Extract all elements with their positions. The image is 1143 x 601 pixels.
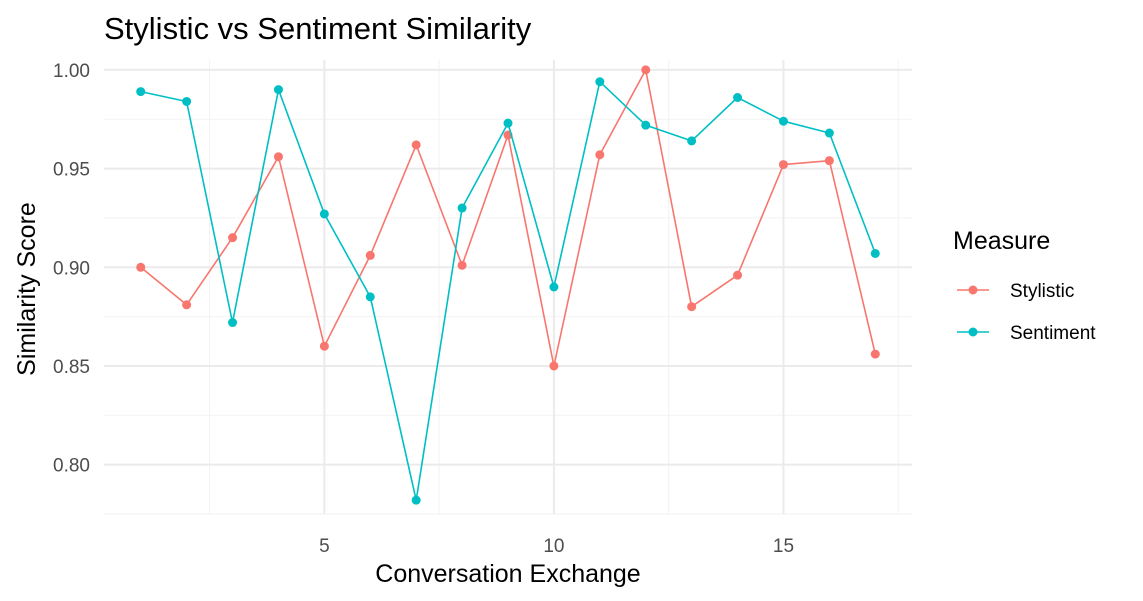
stylistic-data-point (319, 341, 329, 351)
stylistic-data-point (641, 65, 651, 75)
sentiment-series-line (140, 80, 877, 502)
sentiment-data-point (319, 209, 329, 219)
sentiment-data-point (503, 118, 513, 128)
sentiment-data-point (595, 77, 605, 87)
y-tick-label: 0.85 (53, 357, 90, 378)
sentiment-data-point (870, 248, 880, 258)
series-layer (136, 65, 880, 505)
stylistic-legend-marker (968, 285, 978, 295)
major-gridlines (104, 60, 912, 514)
sentiment-data-point (182, 96, 192, 106)
x-tick-label: 5 (319, 536, 330, 557)
y-tick-label: 0.95 (53, 160, 90, 181)
stylistic-data-point (687, 302, 697, 312)
sentiment-data-point (136, 87, 146, 97)
sentiment-legend-marker (968, 327, 978, 337)
y-axis-title: Similarity Score (13, 202, 41, 376)
sentiment-data-point (778, 116, 788, 126)
stylistic-data-point (549, 361, 559, 371)
stylistic-data-point (182, 300, 192, 310)
stylistic-data-point (411, 140, 421, 150)
stylistic-data-point (595, 150, 605, 160)
y-tick-label: 0.80 (53, 456, 90, 477)
stylistic-data-point (778, 160, 788, 170)
sentiment-data-point (641, 120, 651, 130)
sentiment-data-point (733, 93, 743, 103)
stylistic-data-point (870, 349, 880, 359)
stylistic-legend-label: Stylistic (1010, 281, 1074, 302)
sentiment-data-point (273, 85, 283, 95)
stylistic-data-point (136, 262, 146, 272)
y-tick-label: 0.90 (53, 258, 90, 279)
sentiment-data-point (457, 203, 467, 213)
x-tick-label: 15 (773, 536, 794, 557)
y-tick-label: 1.00 (53, 61, 90, 82)
sentiment-legend-label: Sentiment (1010, 323, 1096, 344)
x-tick-label: 10 (543, 536, 564, 557)
legend: Measure Stylistic Sentiment (953, 227, 1096, 344)
stylistic-data-point (365, 250, 375, 260)
legend-items: Stylistic Sentiment (957, 281, 1096, 344)
stylistic-data-point (273, 152, 283, 162)
sentiment-data-point (365, 292, 375, 302)
sentiment-data-point (549, 282, 559, 292)
x-axis-title: Conversation Exchange (375, 560, 640, 588)
sentiment-data-point (411, 495, 421, 505)
stylistic-data-point (824, 156, 834, 166)
stylistic-data-point (733, 270, 743, 280)
sentiment-data-point (687, 136, 697, 146)
stylistic-data-point (457, 260, 467, 270)
chart-title: Stylistic vs Sentiment Similarity (104, 11, 532, 46)
y-axis-ticks: 0.80 0.85 0.90 0.95 1.00 (53, 61, 90, 477)
sentiment-data-point (228, 318, 238, 328)
stylistic-data-point (228, 233, 238, 243)
legend-title: Measure (953, 227, 1050, 255)
sentiment-data-point (824, 128, 834, 138)
x-axis-ticks: 5 10 15 (319, 536, 794, 557)
